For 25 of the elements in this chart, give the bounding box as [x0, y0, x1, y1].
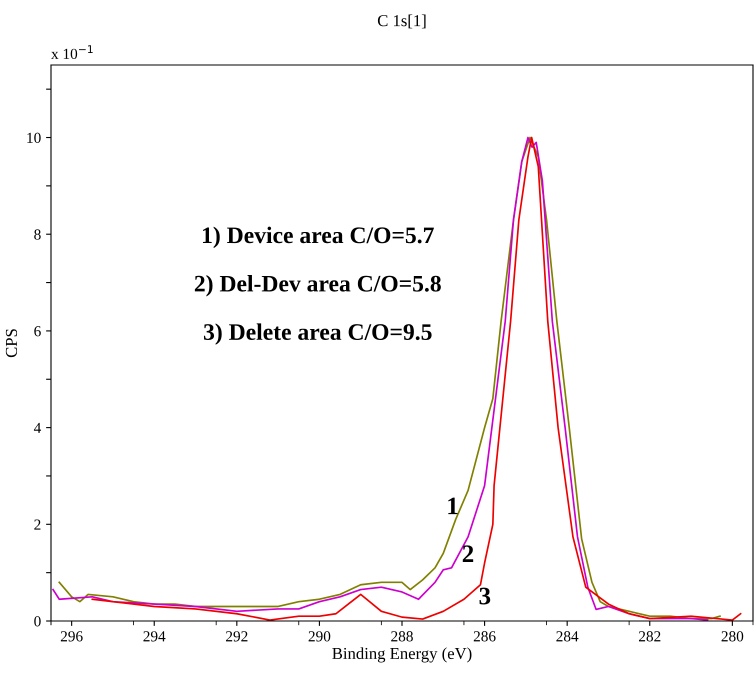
y-tick-label: 0 — [34, 616, 41, 626]
y-tick-label: 10 — [27, 132, 41, 143]
x-tick-label: 280 — [722, 631, 744, 642]
y-tick-label: 8 — [34, 229, 41, 240]
y-tick-label: 2 — [34, 519, 40, 530]
annotation: 2 — [462, 545, 474, 562]
annotation: 3 — [480, 588, 490, 604]
x-tick-label: 296 — [60, 631, 83, 642]
annotation: 3) Delete area C/O=9.5 — [204, 323, 432, 345]
x-tick-label: 294 — [143, 631, 166, 642]
x-axis-title: Binding Energy (eV) — [332, 647, 472, 663]
annotation: 1) Device area C/O=5.7 — [202, 226, 434, 248]
annotation: 1 — [448, 498, 458, 514]
y-tick-label: 6 — [34, 326, 41, 336]
x-tick-label: 288 — [391, 631, 413, 642]
x-tick-label: 292 — [226, 631, 248, 642]
x-tick-label: 286 — [474, 631, 496, 642]
x-tick-label: 290 — [308, 631, 330, 642]
y-axis-title: CPS — [6, 329, 18, 358]
chart-title: C 1s[1] — [378, 14, 426, 28]
annotation: 2) Del-Dev area C/O=5.8 — [194, 275, 441, 296]
y-tick-label: 4 — [34, 422, 42, 433]
x-tick-label: 284 — [556, 631, 578, 642]
text: x 10$^{−1}$ — [51, 45, 93, 60]
x-tick-label: 282 — [638, 631, 660, 642]
